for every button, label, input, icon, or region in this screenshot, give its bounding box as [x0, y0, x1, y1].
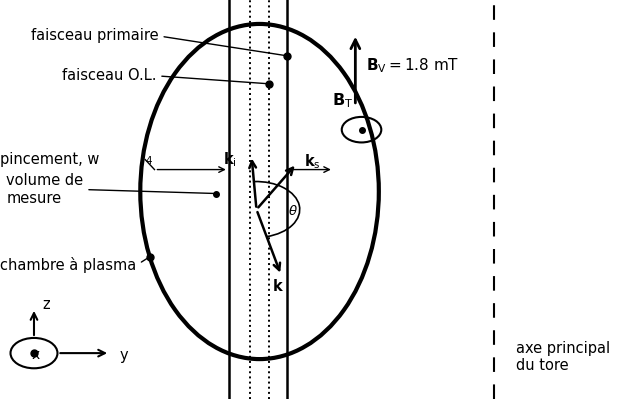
Text: $\mathbf{B}_\mathrm{V}$$= 1.8\ \mathrm{mT}$: $\mathbf{B}_\mathrm{V}$$= 1.8\ \mathrm{m…	[366, 57, 460, 75]
Text: $\mathbf{k}_{\mathrm{i}}$: $\mathbf{k}_{\mathrm{i}}$	[223, 150, 237, 169]
Text: $\mathbf{k}$: $\mathbf{k}$	[272, 279, 284, 294]
Text: $\mathbf{B}_{\mathrm{T}}$: $\mathbf{B}_{\mathrm{T}}$	[332, 92, 353, 110]
Text: pincement, w: pincement, w	[0, 152, 99, 167]
Text: $\mathbf{k}_{\mathrm{s}}$: $\mathbf{k}_{\mathrm{s}}$	[303, 152, 321, 171]
Text: x: x	[32, 348, 40, 362]
Text: faisceau primaire: faisceau primaire	[31, 28, 285, 55]
Text: 4: 4	[145, 156, 152, 166]
Text: volume de
mesure: volume de mesure	[6, 173, 214, 206]
Text: axe principal
du tore: axe principal du tore	[516, 341, 610, 373]
Text: $\theta$: $\theta$	[289, 204, 298, 219]
Text: chambre à plasma: chambre à plasma	[0, 257, 147, 273]
Text: y: y	[119, 348, 128, 363]
Text: z: z	[43, 296, 50, 312]
Text: faisceau O.L.: faisceau O.L.	[62, 68, 266, 84]
